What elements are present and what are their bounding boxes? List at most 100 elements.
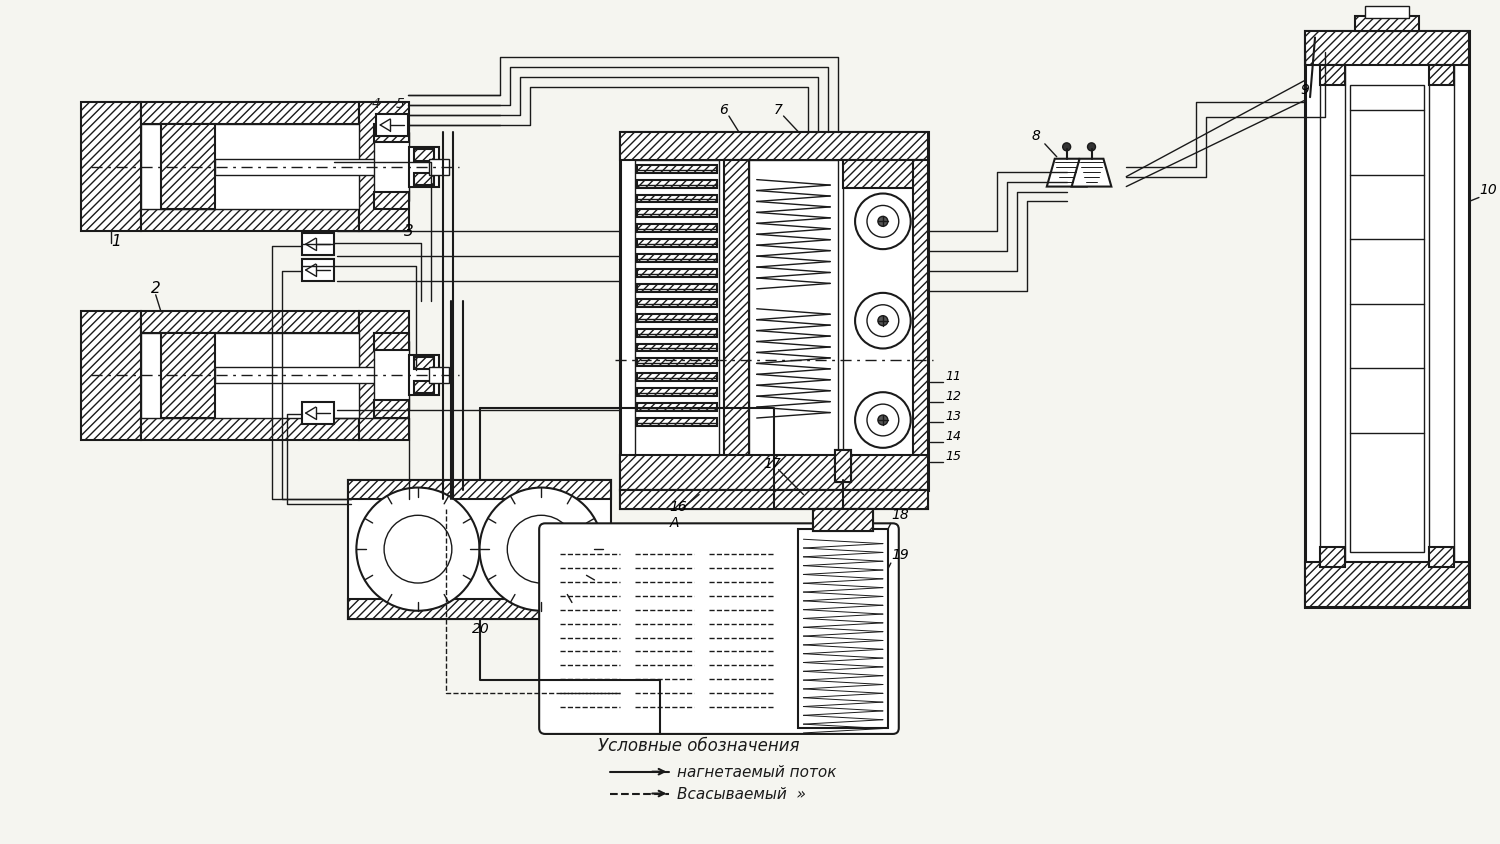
Text: 19: 19 [892, 548, 909, 562]
Bar [620, 132, 927, 490]
Bar [429, 367, 448, 383]
Text: нагнетаемый поток: нагнетаемый поток [676, 766, 837, 780]
Bar [375, 400, 410, 418]
Bar [376, 114, 408, 136]
Text: 10: 10 [1479, 182, 1497, 197]
Bar [1350, 85, 1425, 552]
Text: 14: 14 [945, 430, 962, 443]
Bar [636, 388, 717, 396]
Bar [1320, 65, 1346, 562]
Text: 6: 6 [718, 103, 728, 117]
Bar [636, 418, 717, 426]
Bar [375, 340, 410, 410]
Circle shape [507, 516, 574, 583]
Bar [360, 311, 410, 440]
Circle shape [480, 488, 603, 611]
Text: 2: 2 [150, 281, 160, 296]
Circle shape [384, 516, 452, 583]
Text: 1: 1 [111, 234, 122, 249]
Bar [160, 124, 216, 209]
Text: 20: 20 [471, 621, 489, 636]
Bar [414, 381, 434, 393]
Text: 5: 5 [396, 97, 405, 111]
Bar [410, 355, 440, 395]
Bar [141, 333, 360, 418]
Bar [375, 192, 410, 209]
Circle shape [1088, 143, 1095, 151]
Bar [1354, 16, 1419, 30]
Bar [141, 418, 360, 440]
Bar [636, 254, 717, 262]
Bar [1305, 562, 1468, 607]
Circle shape [1062, 143, 1071, 151]
Bar [813, 510, 873, 531]
Bar [1430, 547, 1454, 567]
Bar [636, 373, 717, 381]
Bar [141, 124, 360, 209]
Bar [836, 450, 850, 482]
Text: 4: 4 [372, 97, 380, 111]
Circle shape [855, 293, 910, 349]
Bar [836, 450, 850, 482]
Bar [81, 102, 141, 231]
Circle shape [878, 316, 888, 326]
Bar [1305, 30, 1468, 607]
Bar [843, 160, 922, 187]
Bar [636, 239, 717, 247]
Text: 8: 8 [1032, 129, 1041, 143]
Bar [302, 402, 333, 424]
Bar [141, 102, 360, 124]
Bar [1430, 65, 1454, 85]
Polygon shape [1071, 159, 1112, 187]
Circle shape [867, 205, 898, 237]
Circle shape [867, 305, 898, 337]
Bar [798, 529, 888, 728]
Bar [843, 160, 922, 490]
Text: A: A [669, 517, 680, 530]
Bar [360, 102, 410, 231]
Bar [636, 314, 717, 322]
Bar [620, 490, 927, 510]
Bar [636, 328, 717, 337]
Bar [302, 259, 333, 281]
Bar [375, 132, 410, 202]
Bar [141, 311, 360, 333]
Bar [1320, 65, 1346, 85]
Circle shape [855, 392, 910, 448]
Text: 18: 18 [892, 508, 909, 522]
Polygon shape [1047, 159, 1086, 187]
Bar [1365, 6, 1410, 18]
Bar [636, 299, 717, 306]
Circle shape [878, 415, 888, 425]
Bar [748, 160, 839, 490]
Text: Условные обозначения: Условные обозначения [598, 737, 800, 755]
Text: 17: 17 [764, 457, 782, 471]
Bar [634, 160, 718, 457]
Text: Всасываемый  »: Всасываемый » [676, 787, 806, 802]
Bar [636, 344, 717, 351]
Text: 11: 11 [945, 371, 962, 383]
Bar [348, 479, 610, 500]
Bar [620, 455, 927, 490]
Bar [414, 149, 434, 160]
Bar [636, 269, 717, 277]
Text: 16: 16 [669, 500, 687, 514]
Bar [724, 160, 748, 490]
Bar [636, 284, 717, 292]
Bar [1305, 30, 1468, 65]
Text: 15: 15 [945, 450, 962, 463]
Bar [912, 160, 927, 490]
Bar [375, 333, 410, 350]
Bar [620, 132, 927, 160]
Bar [375, 124, 410, 142]
Circle shape [867, 404, 898, 436]
Bar [160, 333, 216, 418]
Bar [216, 159, 380, 175]
Bar [414, 357, 434, 370]
Bar [636, 165, 717, 173]
Bar [636, 359, 717, 366]
Text: 13: 13 [945, 410, 962, 423]
Text: 3: 3 [404, 225, 414, 239]
Bar [348, 479, 610, 619]
FancyBboxPatch shape [538, 523, 898, 734]
